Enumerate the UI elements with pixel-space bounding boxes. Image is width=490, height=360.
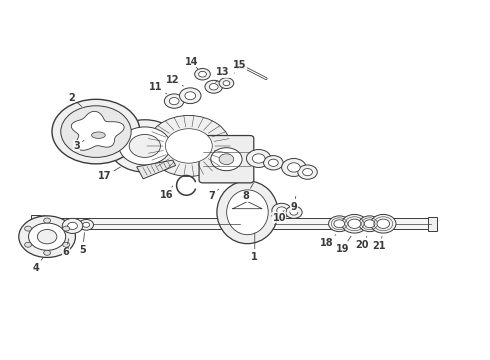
Circle shape xyxy=(164,94,184,108)
Circle shape xyxy=(334,220,344,228)
Circle shape xyxy=(165,129,212,163)
FancyBboxPatch shape xyxy=(272,218,433,229)
Circle shape xyxy=(185,92,196,100)
Circle shape xyxy=(195,68,210,80)
Circle shape xyxy=(364,220,375,228)
Circle shape xyxy=(219,78,234,89)
Text: 21: 21 xyxy=(372,237,386,251)
Circle shape xyxy=(272,203,292,218)
Circle shape xyxy=(24,242,31,247)
Circle shape xyxy=(286,206,302,219)
Circle shape xyxy=(223,81,230,86)
Circle shape xyxy=(129,134,160,157)
Text: 9: 9 xyxy=(291,196,297,212)
Text: 6: 6 xyxy=(63,239,70,257)
Circle shape xyxy=(342,215,367,233)
Text: 12: 12 xyxy=(166,75,183,86)
Circle shape xyxy=(303,168,313,176)
Circle shape xyxy=(61,106,131,157)
Circle shape xyxy=(147,116,230,176)
Circle shape xyxy=(277,207,287,214)
Text: 16: 16 xyxy=(160,186,173,200)
Circle shape xyxy=(329,216,350,231)
Circle shape xyxy=(219,154,234,165)
Text: 13: 13 xyxy=(216,67,229,82)
Circle shape xyxy=(179,88,201,104)
Circle shape xyxy=(44,218,50,223)
Circle shape xyxy=(298,165,318,179)
Circle shape xyxy=(79,220,94,230)
Circle shape xyxy=(19,216,75,257)
Circle shape xyxy=(282,158,306,176)
Circle shape xyxy=(348,219,361,228)
Text: 11: 11 xyxy=(149,82,167,94)
Circle shape xyxy=(83,222,90,227)
Text: 2: 2 xyxy=(68,93,82,107)
Circle shape xyxy=(211,148,242,171)
Text: 4: 4 xyxy=(32,258,43,273)
Circle shape xyxy=(119,127,171,165)
Circle shape xyxy=(37,229,57,244)
Circle shape xyxy=(68,222,77,229)
Circle shape xyxy=(62,219,83,233)
Circle shape xyxy=(63,242,70,247)
Circle shape xyxy=(109,120,180,172)
Circle shape xyxy=(269,159,278,166)
Text: 5: 5 xyxy=(79,233,86,255)
FancyBboxPatch shape xyxy=(31,215,40,232)
Text: 15: 15 xyxy=(233,60,247,73)
Text: 8: 8 xyxy=(243,183,253,201)
Circle shape xyxy=(28,223,66,250)
Circle shape xyxy=(44,250,50,255)
Text: 3: 3 xyxy=(73,140,84,151)
Circle shape xyxy=(246,149,271,167)
Text: 7: 7 xyxy=(208,189,219,201)
Ellipse shape xyxy=(217,181,278,244)
Circle shape xyxy=(38,220,49,228)
Circle shape xyxy=(209,84,218,90)
Circle shape xyxy=(235,62,245,69)
Circle shape xyxy=(63,226,70,231)
Circle shape xyxy=(198,71,206,77)
Circle shape xyxy=(359,216,380,231)
Circle shape xyxy=(205,80,222,93)
Polygon shape xyxy=(137,160,175,179)
FancyBboxPatch shape xyxy=(428,217,437,231)
Text: 14: 14 xyxy=(185,57,198,69)
Text: 18: 18 xyxy=(320,235,336,248)
Text: 17: 17 xyxy=(98,167,121,181)
Circle shape xyxy=(288,163,300,172)
FancyBboxPatch shape xyxy=(199,135,254,183)
FancyBboxPatch shape xyxy=(32,218,238,229)
Circle shape xyxy=(370,215,396,233)
Text: 19: 19 xyxy=(336,236,351,254)
Circle shape xyxy=(24,226,31,231)
Polygon shape xyxy=(71,111,124,150)
Ellipse shape xyxy=(227,190,268,235)
Circle shape xyxy=(290,210,298,215)
Circle shape xyxy=(264,156,283,170)
Ellipse shape xyxy=(92,132,105,138)
Text: 1: 1 xyxy=(251,233,258,262)
Circle shape xyxy=(252,154,265,163)
Text: 20: 20 xyxy=(356,236,369,250)
Circle shape xyxy=(33,216,54,231)
Circle shape xyxy=(52,99,140,164)
Circle shape xyxy=(377,219,390,228)
Text: 10: 10 xyxy=(272,211,286,222)
Circle shape xyxy=(169,98,179,105)
